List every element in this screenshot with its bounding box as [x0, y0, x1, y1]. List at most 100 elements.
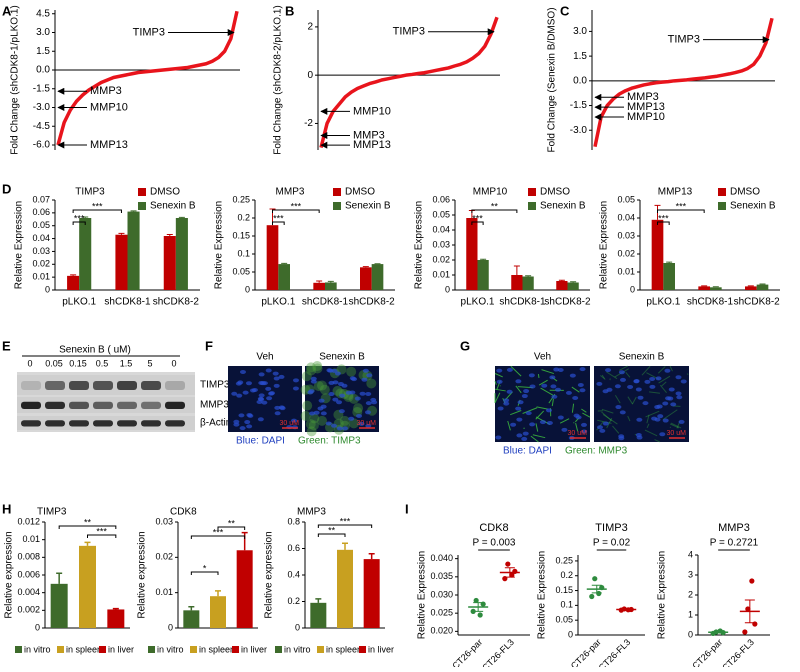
bar	[372, 264, 384, 290]
bar	[164, 236, 176, 290]
stain-blob	[302, 401, 312, 411]
y-tick-label: 0	[568, 629, 573, 639]
annotation: MMP3	[90, 85, 122, 97]
image-title: Senexin B	[619, 352, 665, 363]
error-bar	[666, 262, 672, 263]
nucleus	[676, 391, 682, 395]
legend-swatch	[718, 188, 726, 196]
y-tick-label: -4.5	[33, 121, 51, 132]
bar	[556, 281, 567, 290]
nucleus	[246, 413, 252, 417]
lane-label: 5	[147, 358, 152, 368]
nucleus	[526, 411, 532, 415]
legend-swatch	[138, 202, 146, 210]
nucleus	[516, 418, 522, 422]
nucleus	[279, 375, 285, 379]
scale-label: 30 uM	[280, 420, 300, 427]
legend-label: in spleen	[326, 644, 362, 654]
data-point	[752, 621, 757, 626]
y-tick-label: 0.07	[32, 194, 50, 204]
blot-band	[45, 402, 65, 409]
annotation: MMP10	[90, 101, 128, 113]
error-bar	[281, 263, 287, 264]
y-tick-label: 0.4	[287, 569, 300, 579]
chart-title: TIMP3	[75, 187, 105, 198]
nucleus	[681, 379, 687, 383]
y-tick-label: 0.006	[17, 569, 40, 579]
y-tick-label: 0.0	[573, 75, 587, 86]
panel-letter: G	[460, 338, 470, 353]
y-tick-label: -1.5	[33, 83, 51, 94]
y-tick-label: 2	[688, 589, 693, 599]
nucleus	[596, 382, 602, 386]
chart-title: CDK8	[479, 522, 508, 534]
panel-letter: H	[2, 501, 11, 516]
legend-swatch	[718, 202, 726, 210]
y-tick-label: 0.2	[237, 212, 250, 222]
y-axis-label: Relative Expression	[414, 201, 425, 289]
y-tick-label: 0.01	[617, 266, 635, 276]
y-tick-label: 0.02	[32, 259, 50, 269]
nucleus	[529, 373, 535, 377]
stain-blob	[346, 367, 356, 377]
blot-band	[93, 420, 113, 426]
blot-band	[93, 381, 113, 390]
y-axis-label: Relative Expression	[599, 201, 610, 289]
nucleus	[615, 405, 621, 409]
lane-label: 0.5	[96, 358, 109, 368]
nucleus	[663, 419, 669, 423]
y-tick-label: 0.04	[617, 212, 635, 222]
nucleus	[250, 388, 256, 392]
panel-letter: E	[2, 338, 11, 353]
nucleus	[311, 380, 317, 384]
legend-label: Senexin B	[540, 201, 586, 212]
nucleus	[274, 384, 280, 388]
nucleus	[498, 406, 504, 410]
bar	[652, 220, 664, 290]
blot-band	[45, 420, 65, 426]
y-tick-label: 0.2	[560, 570, 573, 580]
significance-label: ***	[658, 213, 669, 223]
y-tick-label: -3.0	[33, 102, 51, 113]
bar	[511, 275, 522, 290]
panel-letter: C	[560, 3, 570, 18]
error-bar	[315, 599, 321, 603]
nucleus	[231, 392, 237, 396]
nucleus	[541, 384, 547, 388]
data-point	[474, 598, 479, 603]
y-axis-label: Relative expression	[137, 531, 148, 618]
stain-blob	[309, 420, 319, 430]
y-tick-label: 0.2	[287, 596, 300, 606]
nucleus	[259, 372, 265, 376]
y-tick-label: -6.0	[33, 140, 51, 151]
blot-band	[93, 402, 113, 409]
nucleus	[620, 378, 626, 382]
nucleus	[510, 423, 516, 427]
nucleus	[549, 375, 555, 379]
nucleus	[550, 384, 556, 388]
bar	[79, 546, 96, 628]
x-tick-label: CT26-FL3	[480, 637, 516, 667]
legend-swatch	[333, 188, 341, 196]
y-axis-label: Relative expression	[264, 531, 275, 618]
y-tick-label: 0	[35, 622, 40, 632]
nucleus	[319, 399, 325, 403]
y-tick-label: 0	[45, 284, 50, 294]
nucleus	[579, 388, 585, 392]
y-tick-label: 0.01	[22, 534, 40, 544]
annotation: MMP13	[353, 139, 391, 151]
nucleus	[339, 394, 345, 398]
nucleus	[258, 417, 264, 421]
nucleus	[331, 424, 337, 428]
nucleus	[363, 369, 369, 373]
y-tick-label: 0.040	[430, 553, 453, 563]
y-axis-label: Relative expression	[4, 531, 15, 618]
y-tick-label: -2	[304, 118, 313, 129]
lane-label: 0	[171, 358, 176, 368]
nucleus	[551, 395, 557, 399]
error-bar	[760, 284, 766, 285]
y-tick-label: 0	[445, 284, 450, 294]
y-axis-label: Relative Expression	[417, 551, 428, 639]
nucleus	[620, 410, 626, 414]
y-axis-label: Fold Change (shCDK8-1/pLKO.1)	[10, 5, 21, 155]
